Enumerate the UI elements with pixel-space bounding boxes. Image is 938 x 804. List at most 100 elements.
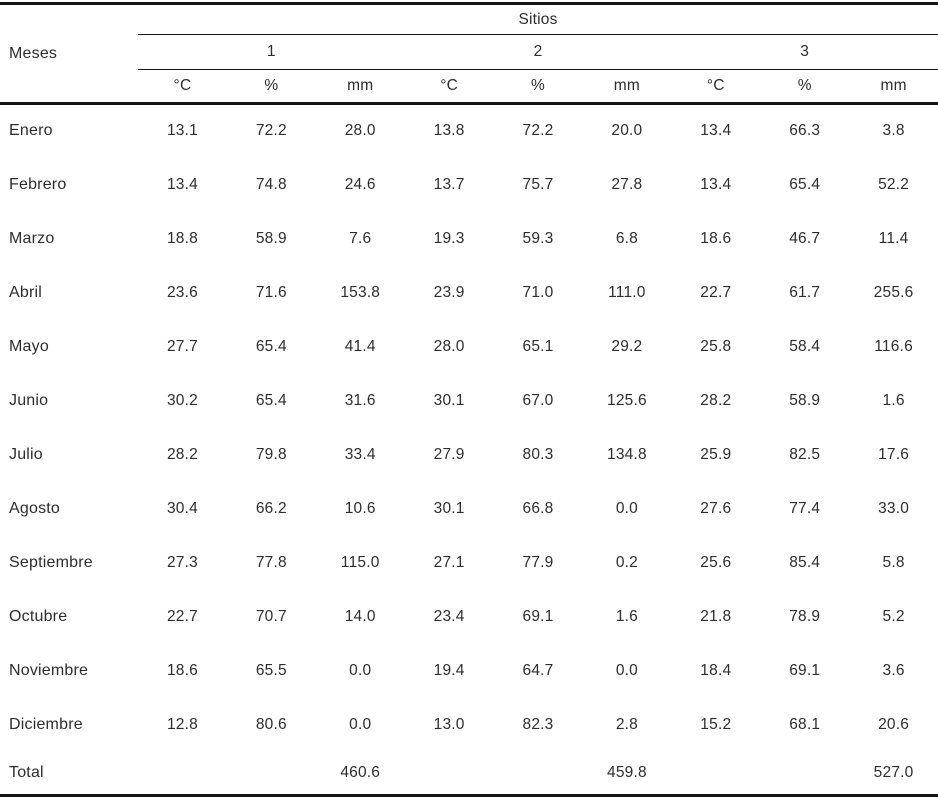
- data-cell: [494, 752, 583, 796]
- month-label: Diciembre: [9, 715, 83, 733]
- data-cell: [405, 752, 494, 796]
- data-cell: 28.2: [166, 445, 198, 463]
- data-cell: 1.6: [615, 607, 638, 625]
- data-cell: 31.6: [344, 391, 376, 409]
- data-cell: 459.8: [607, 763, 647, 781]
- group-header-row: Meses Sitios: [0, 3, 938, 105]
- data-cell: 0.0: [349, 661, 372, 679]
- data-cell: 527.0: [873, 763, 914, 781]
- month-label: Junio: [9, 391, 49, 409]
- data-cell: 125.6: [607, 391, 647, 409]
- data-cell: 77.4: [789, 499, 821, 517]
- data-cell: 72.2: [255, 122, 287, 140]
- table-row: Abril 23.6 71.6 153.8 23.9 71.0 111.0 22.7 61.7 2…: [0, 266, 938, 320]
- data-cell: 41.4: [344, 337, 376, 355]
- data-cell: 460.6: [340, 763, 381, 781]
- unit-header-row: °C% mm °C% mm °C% mm: [0, 69, 938, 105]
- data-cell: 69.1: [522, 607, 554, 625]
- data-cell: 59.3: [522, 229, 554, 247]
- data-cell: 1.6: [882, 391, 905, 409]
- data-cell: 13.1: [166, 122, 198, 140]
- data-cell: 0.0: [349, 715, 372, 733]
- data-cell: [671, 752, 760, 796]
- data-cell: 153.8: [340, 283, 381, 301]
- unit-header-site1-humidity: %: [226, 69, 316, 105]
- unit-header-site2-temp: °C: [404, 69, 494, 105]
- data-cell: 30.4: [166, 499, 198, 517]
- data-cell: 24.6: [344, 175, 376, 193]
- data-cell: 65.4: [255, 337, 287, 355]
- data-cell: 65.4: [255, 391, 287, 409]
- data-cell: 52.2: [878, 175, 910, 193]
- data-cell: [227, 752, 316, 796]
- data-cell: 79.8: [255, 445, 287, 463]
- data-cell: 23.9: [433, 283, 465, 301]
- table-row: Febrero 13.4 74.8 24.6 13.7 75.7 27.8 13.4 65.4 5…: [0, 158, 938, 212]
- data-cell: 46.7: [789, 229, 821, 247]
- sitios-group-header: Sitios: [138, 3, 938, 35]
- data-cell: 13.7: [433, 175, 465, 193]
- data-cell: 65.4: [789, 175, 821, 193]
- data-cell: 12.8: [166, 715, 198, 733]
- data-cell: 71.6: [255, 283, 287, 301]
- data-cell: 27.3: [166, 553, 198, 571]
- data-cell: 22.7: [700, 283, 732, 301]
- data-cell: 58.9: [255, 229, 287, 247]
- data-cell: 15.2: [700, 715, 732, 733]
- data-cell: 85.4: [789, 553, 821, 571]
- data-cell: 5.8: [882, 553, 905, 571]
- data-cell: 23.6: [166, 283, 198, 301]
- data-cell: 18.6: [700, 229, 732, 247]
- unit-header-site1-precip: mm: [315, 69, 405, 105]
- month-label: Agosto: [9, 499, 61, 517]
- data-cell: 111.0: [608, 283, 646, 301]
- table-row: Enero 13.1 72.2 28.0 13.8 72.2 20.0 13.4 66.3 3.8: [0, 104, 938, 158]
- data-cell: 7.6: [349, 229, 372, 247]
- table-row: Mayo 27.7 65.4 41.4 28.0 65.1 29.2 25.8 58.4 116.…: [0, 320, 938, 374]
- data-cell: 68.1: [789, 715, 821, 733]
- data-cell: 255.6: [873, 283, 914, 301]
- data-cell: 25.6: [700, 553, 732, 571]
- data-cell: 27.8: [611, 175, 643, 193]
- data-cell: 17.6: [878, 445, 910, 463]
- site-header-1: 1: [138, 34, 405, 70]
- data-cell: 82.3: [522, 715, 554, 733]
- data-cell: 25.9: [700, 445, 732, 463]
- data-cell: 28.0: [344, 122, 376, 140]
- data-cell: 71.0: [522, 283, 554, 301]
- site-header-2: 2: [404, 34, 672, 70]
- month-label: Noviembre: [9, 661, 89, 679]
- data-cell: 13.4: [166, 175, 198, 193]
- data-cell: 18.6: [166, 661, 198, 679]
- table-row: Junio 30.2 65.4 31.6 30.1 67.0 125.6 28.2 58.9 1.…: [0, 374, 938, 428]
- data-cell: 64.7: [522, 661, 554, 679]
- table-row: Noviembre 18.6 65.5 0.0 19.4 64.7 0.0 18.4 69.1 3…: [0, 644, 938, 698]
- data-cell: 20.6: [878, 715, 910, 733]
- data-cell: 30.2: [166, 391, 198, 409]
- data-cell: 22.7: [166, 607, 198, 625]
- data-cell: 116.6: [874, 337, 913, 355]
- month-label: Febrero: [9, 175, 67, 193]
- unit-header-site3-temp: °C: [671, 69, 761, 105]
- unit-header-site3-humidity: %: [760, 69, 850, 105]
- data-cell: 78.9: [789, 607, 821, 625]
- data-cell: [760, 752, 849, 796]
- data-cell: 5.2: [882, 607, 905, 625]
- data-cell: 65.1: [522, 337, 554, 355]
- data-cell: 77.8: [255, 553, 287, 571]
- unit-header-site1-temp: °C: [138, 69, 227, 105]
- data-cell: 19.3: [433, 229, 465, 247]
- month-label: Abril: [9, 283, 43, 301]
- table-row: Marzo 18.8 58.9 7.6 19.3 59.3 6.8 18.6 46.7 11.4: [0, 212, 938, 266]
- data-cell: 30.1: [433, 499, 465, 517]
- data-cell: 28.2: [700, 391, 732, 409]
- data-cell: 82.5: [789, 445, 821, 463]
- unit-header-site2-precip: mm: [582, 69, 672, 105]
- data-cell: 66.3: [789, 122, 821, 140]
- data-cell: 11.4: [878, 229, 909, 247]
- data-cell: 28.0: [433, 337, 465, 355]
- data-cell: 134.8: [607, 445, 647, 463]
